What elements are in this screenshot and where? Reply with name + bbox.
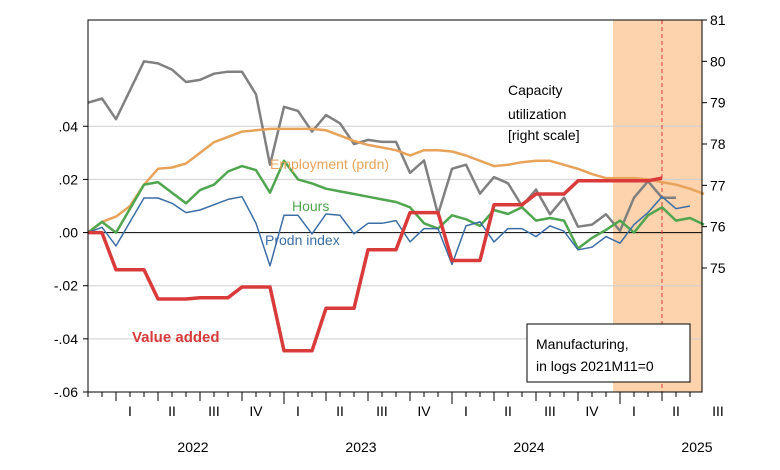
x-quarter-label-1: II bbox=[168, 403, 176, 419]
value_added-series-line bbox=[88, 176, 663, 353]
hours-label: Hours bbox=[292, 198, 329, 214]
y-right-tick-label-4: 77 bbox=[710, 177, 726, 193]
chart-text: Capacity utilization [right scale] Emplo… bbox=[132, 82, 580, 346]
note-line2: in logs 2021M11=0 bbox=[536, 358, 654, 374]
x-quarter-label-5: II bbox=[336, 403, 344, 419]
y-right-tick-label-1: 80 bbox=[710, 53, 726, 69]
prodn-series-line bbox=[87, 195, 691, 267]
capacity-label-line3: [right scale] bbox=[508, 127, 580, 143]
value-added-label: Value added bbox=[132, 329, 220, 346]
y-right-tick-label-6: 75 bbox=[710, 260, 726, 276]
x-quarter-label-14: III bbox=[712, 403, 724, 419]
x-quarter-label-12: I bbox=[632, 403, 636, 419]
x-year-label-1: 2023 bbox=[345, 439, 376, 455]
x-quarter-label-8: I bbox=[464, 403, 468, 419]
y-left-tick-label-3: -.02 bbox=[54, 278, 78, 294]
capacity-label-line1: Capacity bbox=[508, 82, 562, 98]
note-box: Manufacturing, in logs 2021M11=0 bbox=[526, 323, 691, 383]
x-quarter-label-7: IV bbox=[417, 403, 431, 419]
note-box-frame bbox=[526, 323, 691, 383]
y-left-tick-label-0: .04 bbox=[59, 118, 79, 134]
x-quarter-label-4: I bbox=[296, 403, 300, 419]
x-quarter-label-9: II bbox=[504, 403, 512, 419]
y-left-tick-label-5: -.06 bbox=[54, 384, 78, 400]
y-right-tick-label-2: 79 bbox=[710, 95, 726, 111]
x-quarter-label-10: III bbox=[544, 403, 556, 419]
x-year-label-0: 2022 bbox=[177, 439, 208, 455]
y-left-tick-label-4: -.04 bbox=[54, 331, 78, 347]
x-quarter-label-6: III bbox=[376, 403, 388, 419]
y-left-tick-label-2: .00 bbox=[59, 225, 79, 241]
x-quarter-label-3: IV bbox=[249, 403, 263, 419]
x-quarter-label-11: IV bbox=[585, 403, 599, 419]
note-line1: Manufacturing, bbox=[536, 336, 629, 352]
capacity-series-line bbox=[87, 60, 676, 233]
employment-label: Employment (prdn) bbox=[270, 156, 389, 172]
series-lines bbox=[87, 60, 705, 353]
plot-border bbox=[87, 19, 703, 393]
y-right-tick-label-0: 81 bbox=[710, 12, 726, 28]
plot-frame bbox=[87, 19, 703, 393]
y-left-tick-label-1: .02 bbox=[59, 171, 79, 187]
y-right-tick-label-3: 78 bbox=[710, 136, 726, 152]
prodn-label: Prodn index bbox=[265, 232, 340, 248]
hours-series-line bbox=[87, 159, 705, 250]
capacity-label-line2: utilization bbox=[508, 106, 566, 122]
x-year-label-3: 2025 bbox=[681, 439, 712, 455]
x-quarter-label-13: II bbox=[672, 403, 680, 419]
x-quarter-label-2: III bbox=[208, 403, 220, 419]
employment-series-line bbox=[87, 127, 705, 234]
x-year-label-2: 2024 bbox=[513, 439, 544, 455]
y-right-tick-label-5: 76 bbox=[710, 219, 726, 235]
x-quarter-label-0: I bbox=[128, 403, 132, 419]
